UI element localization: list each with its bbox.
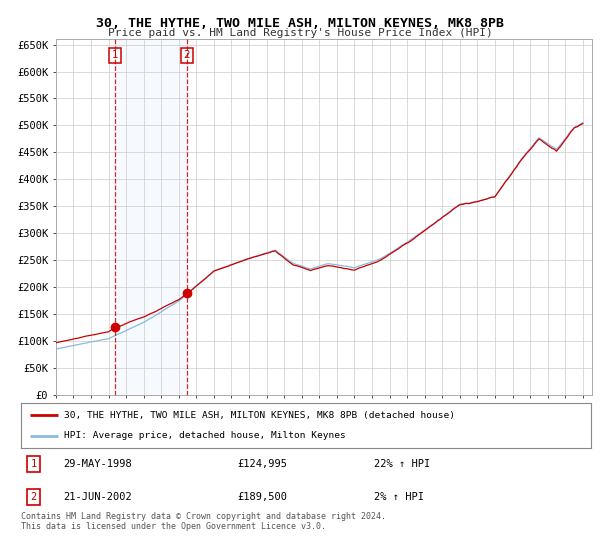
Text: HPI: Average price, detached house, Milton Keynes: HPI: Average price, detached house, Milt…: [64, 431, 346, 440]
Text: £189,500: £189,500: [238, 492, 287, 502]
Text: 1: 1: [31, 459, 37, 469]
Text: 1: 1: [112, 50, 118, 60]
Text: 2: 2: [31, 492, 37, 502]
Text: 29-MAY-1998: 29-MAY-1998: [64, 459, 133, 469]
Text: 21-JUN-2002: 21-JUN-2002: [64, 492, 133, 502]
Text: 30, THE HYTHE, TWO MILE ASH, MILTON KEYNES, MK8 8PB: 30, THE HYTHE, TWO MILE ASH, MILTON KEYN…: [96, 17, 504, 30]
Text: 2: 2: [184, 50, 190, 60]
Text: Contains HM Land Registry data © Crown copyright and database right 2024.
This d: Contains HM Land Registry data © Crown c…: [21, 512, 386, 531]
Text: £124,995: £124,995: [238, 459, 287, 469]
Text: 30, THE HYTHE, TWO MILE ASH, MILTON KEYNES, MK8 8PB (detached house): 30, THE HYTHE, TWO MILE ASH, MILTON KEYN…: [64, 411, 455, 420]
Text: 22% ↑ HPI: 22% ↑ HPI: [374, 459, 431, 469]
Bar: [115, 39, 187, 395]
Text: 2% ↑ HPI: 2% ↑ HPI: [374, 492, 424, 502]
Text: Price paid vs. HM Land Registry's House Price Index (HPI): Price paid vs. HM Land Registry's House …: [107, 28, 493, 38]
